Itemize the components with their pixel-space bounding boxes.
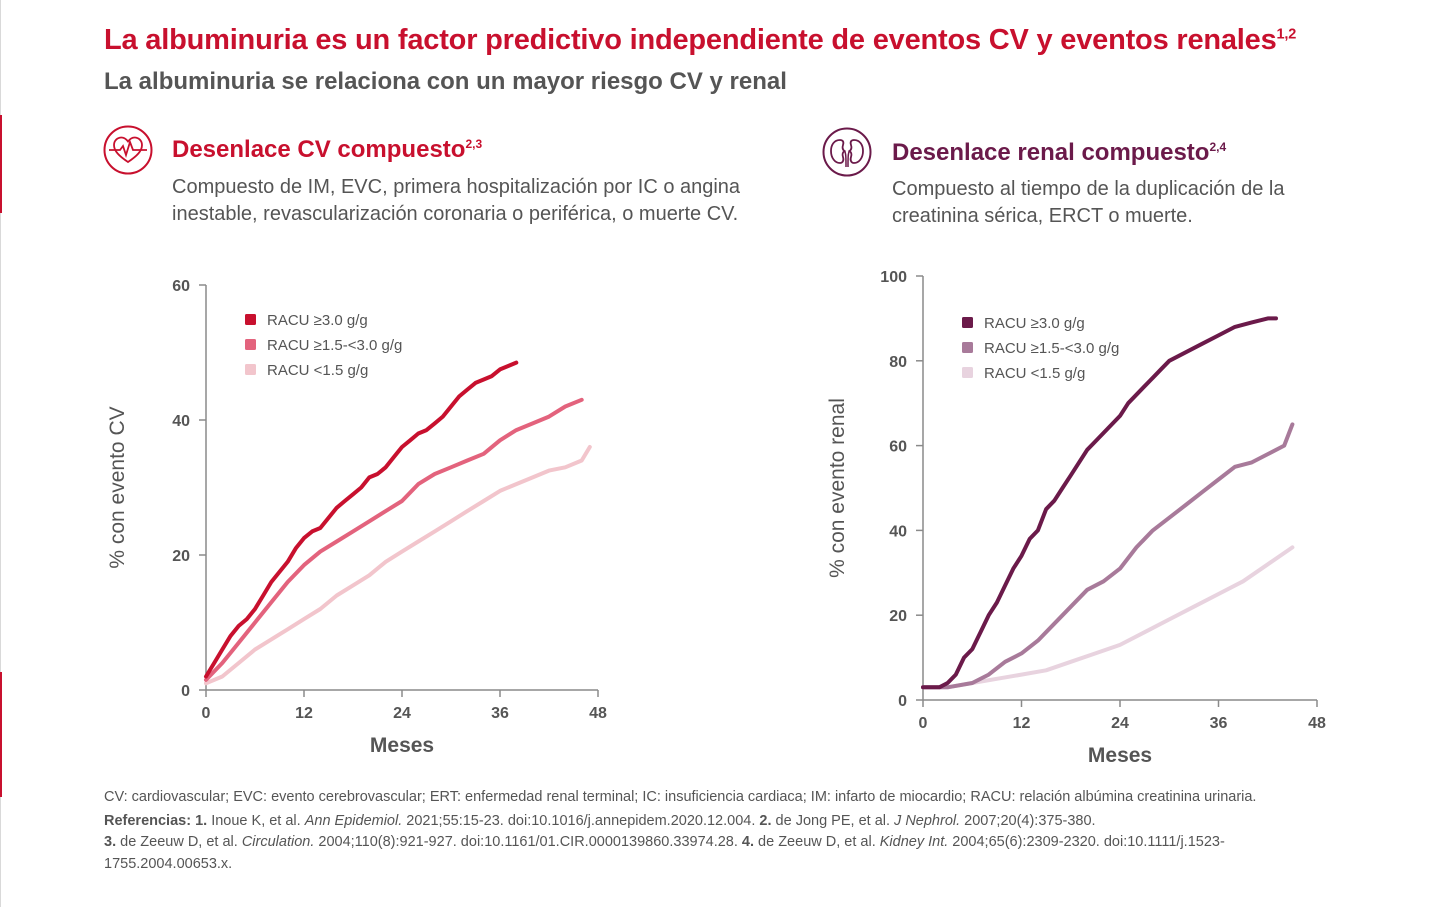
reference-item: 4. de Zeeuw D, et al. Kidney Int. 2004;6… — [104, 834, 1225, 872]
renal-series-line — [921, 545, 1295, 690]
cv-x-tick-label: 36 — [491, 705, 509, 722]
panel-cv-description: Compuesto de IM, EVC, primera hospitaliz… — [172, 176, 741, 225]
cv-series-line — [204, 397, 584, 682]
page-title: La albuminuria es un factor predictivo i… — [104, 24, 1297, 56]
cv-y-axis-title: % con evento CV — [106, 406, 129, 568]
cv-legend-swatch — [245, 339, 256, 350]
cv-x-tick-label: 0 — [202, 705, 211, 722]
cv-y-tick-label: 20 — [172, 548, 190, 565]
renal-x-tick-label: 48 — [1308, 715, 1326, 732]
renal-legend-swatch — [962, 317, 973, 328]
cv-legend-label: RACU <1.5 g/g — [267, 362, 368, 379]
references-label: Referencias: — [104, 812, 192, 829]
references-block: Referencias: 1. Inoue K, et al. Ann Epid… — [104, 811, 1304, 876]
renal-y-tick-label: 100 — [880, 269, 907, 286]
panel-cv-title: Desenlace CV compuesto2,3 — [172, 136, 483, 163]
renal-legend-label: RACU ≥1.5-<3.0 g/g — [984, 340, 1119, 357]
abbreviations-text: CV: cardiovascular; EVC: evento cerebrov… — [104, 789, 1257, 805]
cv-x-tick-label: 24 — [393, 705, 411, 722]
renal-series-line — [921, 316, 1278, 690]
cv-y-tick-label: 0 — [181, 683, 190, 700]
renal-y-tick-label: 40 — [889, 523, 907, 540]
renal-legend-label: RACU <1.5 g/g — [984, 365, 1085, 382]
cv-x-tick-label: 12 — [295, 705, 313, 722]
reference-item: 1. Inoue K, et al. Ann Epidemiol. 2021;5… — [195, 812, 756, 829]
cv-x-axis-title: Meses — [370, 734, 434, 757]
renal-x-tick-label: 0 — [919, 715, 928, 732]
footer-notes: CV: cardiovascular; EVC: evento cerebrov… — [104, 787, 1304, 875]
cv-y-tick-label: 60 — [172, 278, 190, 295]
renal-x-tick-label: 12 — [1013, 715, 1031, 732]
cv-legend-label: RACU ≥3.0 g/g — [267, 312, 368, 329]
left-edge-line — [0, 0, 1, 907]
cv-series-line — [204, 360, 519, 679]
renal-y-tick-label: 60 — [889, 439, 907, 456]
renal-y-tick-label: 0 — [898, 693, 907, 710]
reference-item: 2. de Jong PE, et al. J Nephrol. 2007;20… — [759, 812, 1096, 829]
renal-x-axis-title: Meses — [1088, 744, 1152, 767]
left-edge-accent-top — [0, 115, 2, 213]
cv-legend-swatch — [245, 364, 256, 375]
panel-renal-title: Desenlace renal compuesto2,4 — [892, 139, 1227, 166]
cv-legend-label: RACU ≥1.5-<3.0 g/g — [267, 337, 402, 354]
renal-legend-swatch — [962, 342, 973, 353]
panel-renal-title-superscript: 2,4 — [1209, 140, 1227, 154]
renal-y-axis-title: % con evento renal — [826, 398, 849, 578]
renal-y-tick-label: 20 — [889, 608, 907, 625]
panel-renal-description: Compuesto al tiempo de la duplicación de… — [892, 178, 1285, 227]
heart-pulse-icon — [103, 125, 153, 175]
title-superscript: 1,2 — [1276, 26, 1297, 43]
renal-series-line — [921, 422, 1295, 690]
left-edge-accent-bottom — [0, 672, 2, 797]
kidneys-icon — [822, 127, 872, 177]
cv-legend-swatch — [245, 314, 256, 325]
renal-legend-label: RACU ≥3.0 g/g — [984, 315, 1085, 332]
renal-x-tick-label: 24 — [1111, 715, 1129, 732]
cv-y-tick-label: 40 — [172, 413, 190, 430]
renal-x-tick-label: 36 — [1210, 715, 1228, 732]
renal-legend-swatch — [962, 367, 973, 378]
cv-x-tick-label: 48 — [589, 705, 607, 722]
renal-y-tick-label: 80 — [889, 354, 907, 371]
panel-cv-title-superscript: 2,3 — [465, 137, 483, 151]
cv-series-line — [204, 445, 592, 686]
page-subtitle: La albuminuria se relaciona con un mayor… — [104, 68, 787, 95]
reference-item: 3. de Zeeuw D, et al. Circulation. 2004;… — [104, 834, 738, 850]
